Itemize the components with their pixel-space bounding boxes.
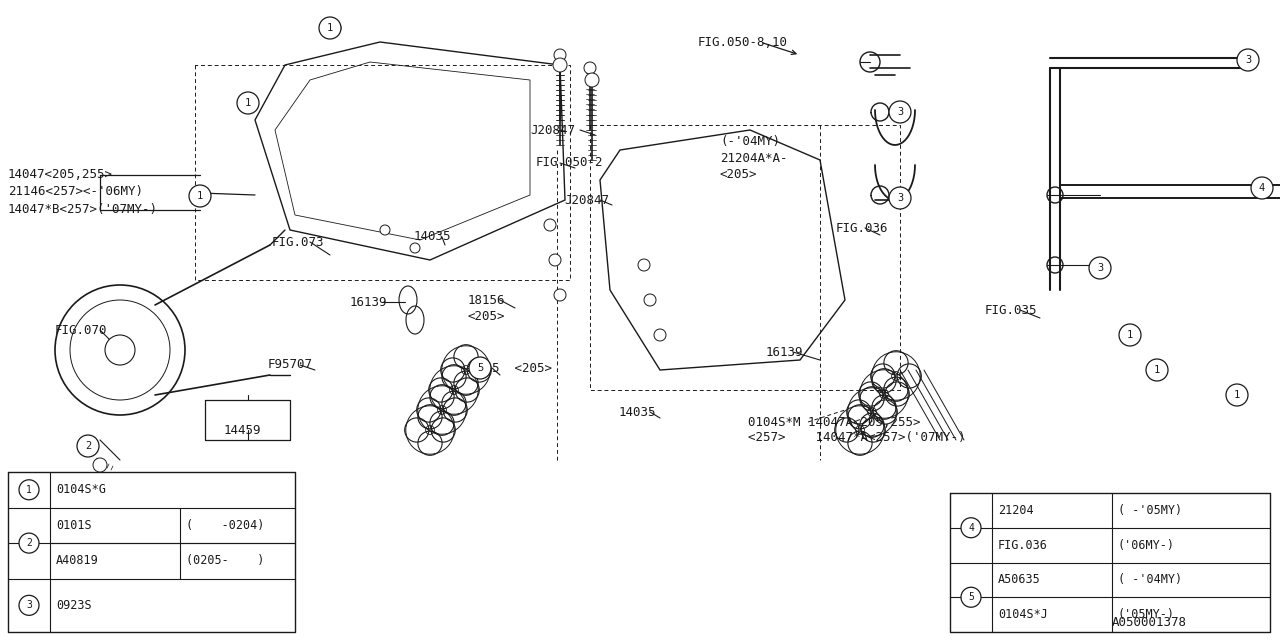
Text: J20847: J20847	[530, 124, 575, 136]
Circle shape	[1151, 364, 1164, 376]
Text: 1: 1	[1234, 390, 1240, 400]
Text: 0923S: 0923S	[56, 599, 92, 612]
Text: 1: 1	[26, 484, 32, 495]
Circle shape	[1251, 177, 1274, 199]
Text: A50635: A50635	[998, 573, 1041, 586]
Circle shape	[77, 435, 99, 457]
Circle shape	[637, 259, 650, 271]
Circle shape	[1119, 324, 1140, 346]
Circle shape	[553, 58, 567, 72]
Text: (    -0204): ( -0204)	[186, 519, 265, 532]
Circle shape	[644, 294, 657, 306]
Text: FIG.035: FIG.035	[986, 303, 1038, 317]
Text: 14035: 14035	[413, 230, 452, 243]
Circle shape	[1231, 389, 1243, 401]
Text: 1: 1	[244, 98, 251, 108]
Text: 0101S: 0101S	[56, 519, 92, 532]
Text: 14047<205,255>: 14047<205,255>	[8, 168, 113, 182]
Circle shape	[468, 357, 492, 379]
Circle shape	[549, 254, 561, 266]
Text: 18156: 18156	[468, 294, 506, 307]
Circle shape	[544, 219, 556, 231]
Circle shape	[237, 92, 259, 114]
Text: ('06MY-): ('06MY-)	[1117, 539, 1175, 552]
Text: 14035: 14035	[620, 406, 657, 419]
Circle shape	[380, 225, 390, 235]
Text: (-'04MY): (-'04MY)	[719, 136, 780, 148]
Circle shape	[961, 588, 980, 607]
Circle shape	[93, 458, 108, 472]
Text: <205>: <205>	[468, 310, 506, 323]
Text: 21204A*A-: 21204A*A-	[719, 152, 787, 164]
Text: 4: 4	[968, 523, 974, 532]
Text: ( -'05MY): ( -'05MY)	[1117, 504, 1183, 517]
Text: F95707: F95707	[268, 358, 314, 371]
Text: 3: 3	[1245, 55, 1251, 65]
Text: 3: 3	[26, 600, 32, 611]
Circle shape	[1124, 329, 1137, 341]
Text: FIG.036: FIG.036	[836, 221, 888, 234]
Text: FIG.036: FIG.036	[998, 539, 1048, 552]
Text: <257>    14047*A<257>('07MY-): <257> 14047*A<257>('07MY-)	[748, 431, 965, 445]
Text: 21204: 21204	[998, 504, 1034, 517]
Text: A050001378: A050001378	[1112, 616, 1187, 630]
Text: 1: 1	[1153, 365, 1160, 375]
Text: FIG.050-8,10: FIG.050-8,10	[698, 35, 788, 49]
Circle shape	[1226, 384, 1248, 406]
Circle shape	[1089, 257, 1111, 279]
Circle shape	[554, 49, 566, 61]
Text: 0104S*M 14047A<205,255>: 0104S*M 14047A<205,255>	[748, 415, 920, 429]
Text: 4: 4	[1258, 183, 1265, 193]
Circle shape	[319, 17, 340, 39]
Text: J20847: J20847	[564, 193, 609, 207]
Circle shape	[410, 243, 420, 253]
Text: <205>: <205>	[719, 168, 758, 180]
Text: FIG.050-2: FIG.050-2	[536, 157, 603, 170]
Text: 1: 1	[197, 191, 204, 201]
Text: 3: 3	[1097, 263, 1103, 273]
Text: 0104S*G: 0104S*G	[56, 483, 106, 496]
Text: 2: 2	[84, 441, 91, 451]
Circle shape	[242, 97, 253, 109]
Text: (0205-    ): (0205- )	[186, 554, 265, 568]
Text: ( -'04MY): ( -'04MY)	[1117, 573, 1183, 586]
Circle shape	[19, 595, 38, 615]
Text: 5: 5	[968, 592, 974, 602]
Circle shape	[890, 101, 911, 123]
Circle shape	[654, 329, 666, 341]
Text: FIG.070: FIG.070	[55, 323, 108, 337]
Circle shape	[890, 187, 911, 209]
Circle shape	[19, 533, 38, 553]
Text: FIG.073: FIG.073	[273, 236, 325, 248]
Circle shape	[961, 518, 980, 538]
Circle shape	[585, 73, 599, 87]
Text: 1: 1	[326, 23, 333, 33]
Circle shape	[1236, 49, 1260, 71]
Circle shape	[189, 185, 211, 207]
Circle shape	[554, 289, 566, 301]
Circle shape	[19, 480, 38, 500]
Text: 2: 2	[26, 538, 32, 548]
Text: 16139: 16139	[765, 346, 804, 358]
Text: 21146<257><-'06MY): 21146<257><-'06MY)	[8, 186, 143, 198]
Text: 5  <205>: 5 <205>	[492, 362, 552, 374]
Text: 1: 1	[1126, 330, 1133, 340]
Circle shape	[195, 190, 206, 202]
Circle shape	[105, 335, 134, 365]
Text: ('05MY-): ('05MY-)	[1117, 608, 1175, 621]
Text: 3: 3	[897, 193, 904, 203]
Text: A40819: A40819	[56, 554, 99, 568]
Circle shape	[1146, 359, 1169, 381]
Text: 14459: 14459	[224, 424, 261, 436]
Circle shape	[329, 22, 340, 34]
Text: 14047*B<257>('07MY-): 14047*B<257>('07MY-)	[8, 202, 157, 216]
Text: 3: 3	[897, 107, 904, 117]
Text: 16139: 16139	[349, 296, 388, 308]
Text: 0104S*J: 0104S*J	[998, 608, 1048, 621]
Circle shape	[584, 62, 596, 74]
Text: 5: 5	[477, 363, 483, 373]
